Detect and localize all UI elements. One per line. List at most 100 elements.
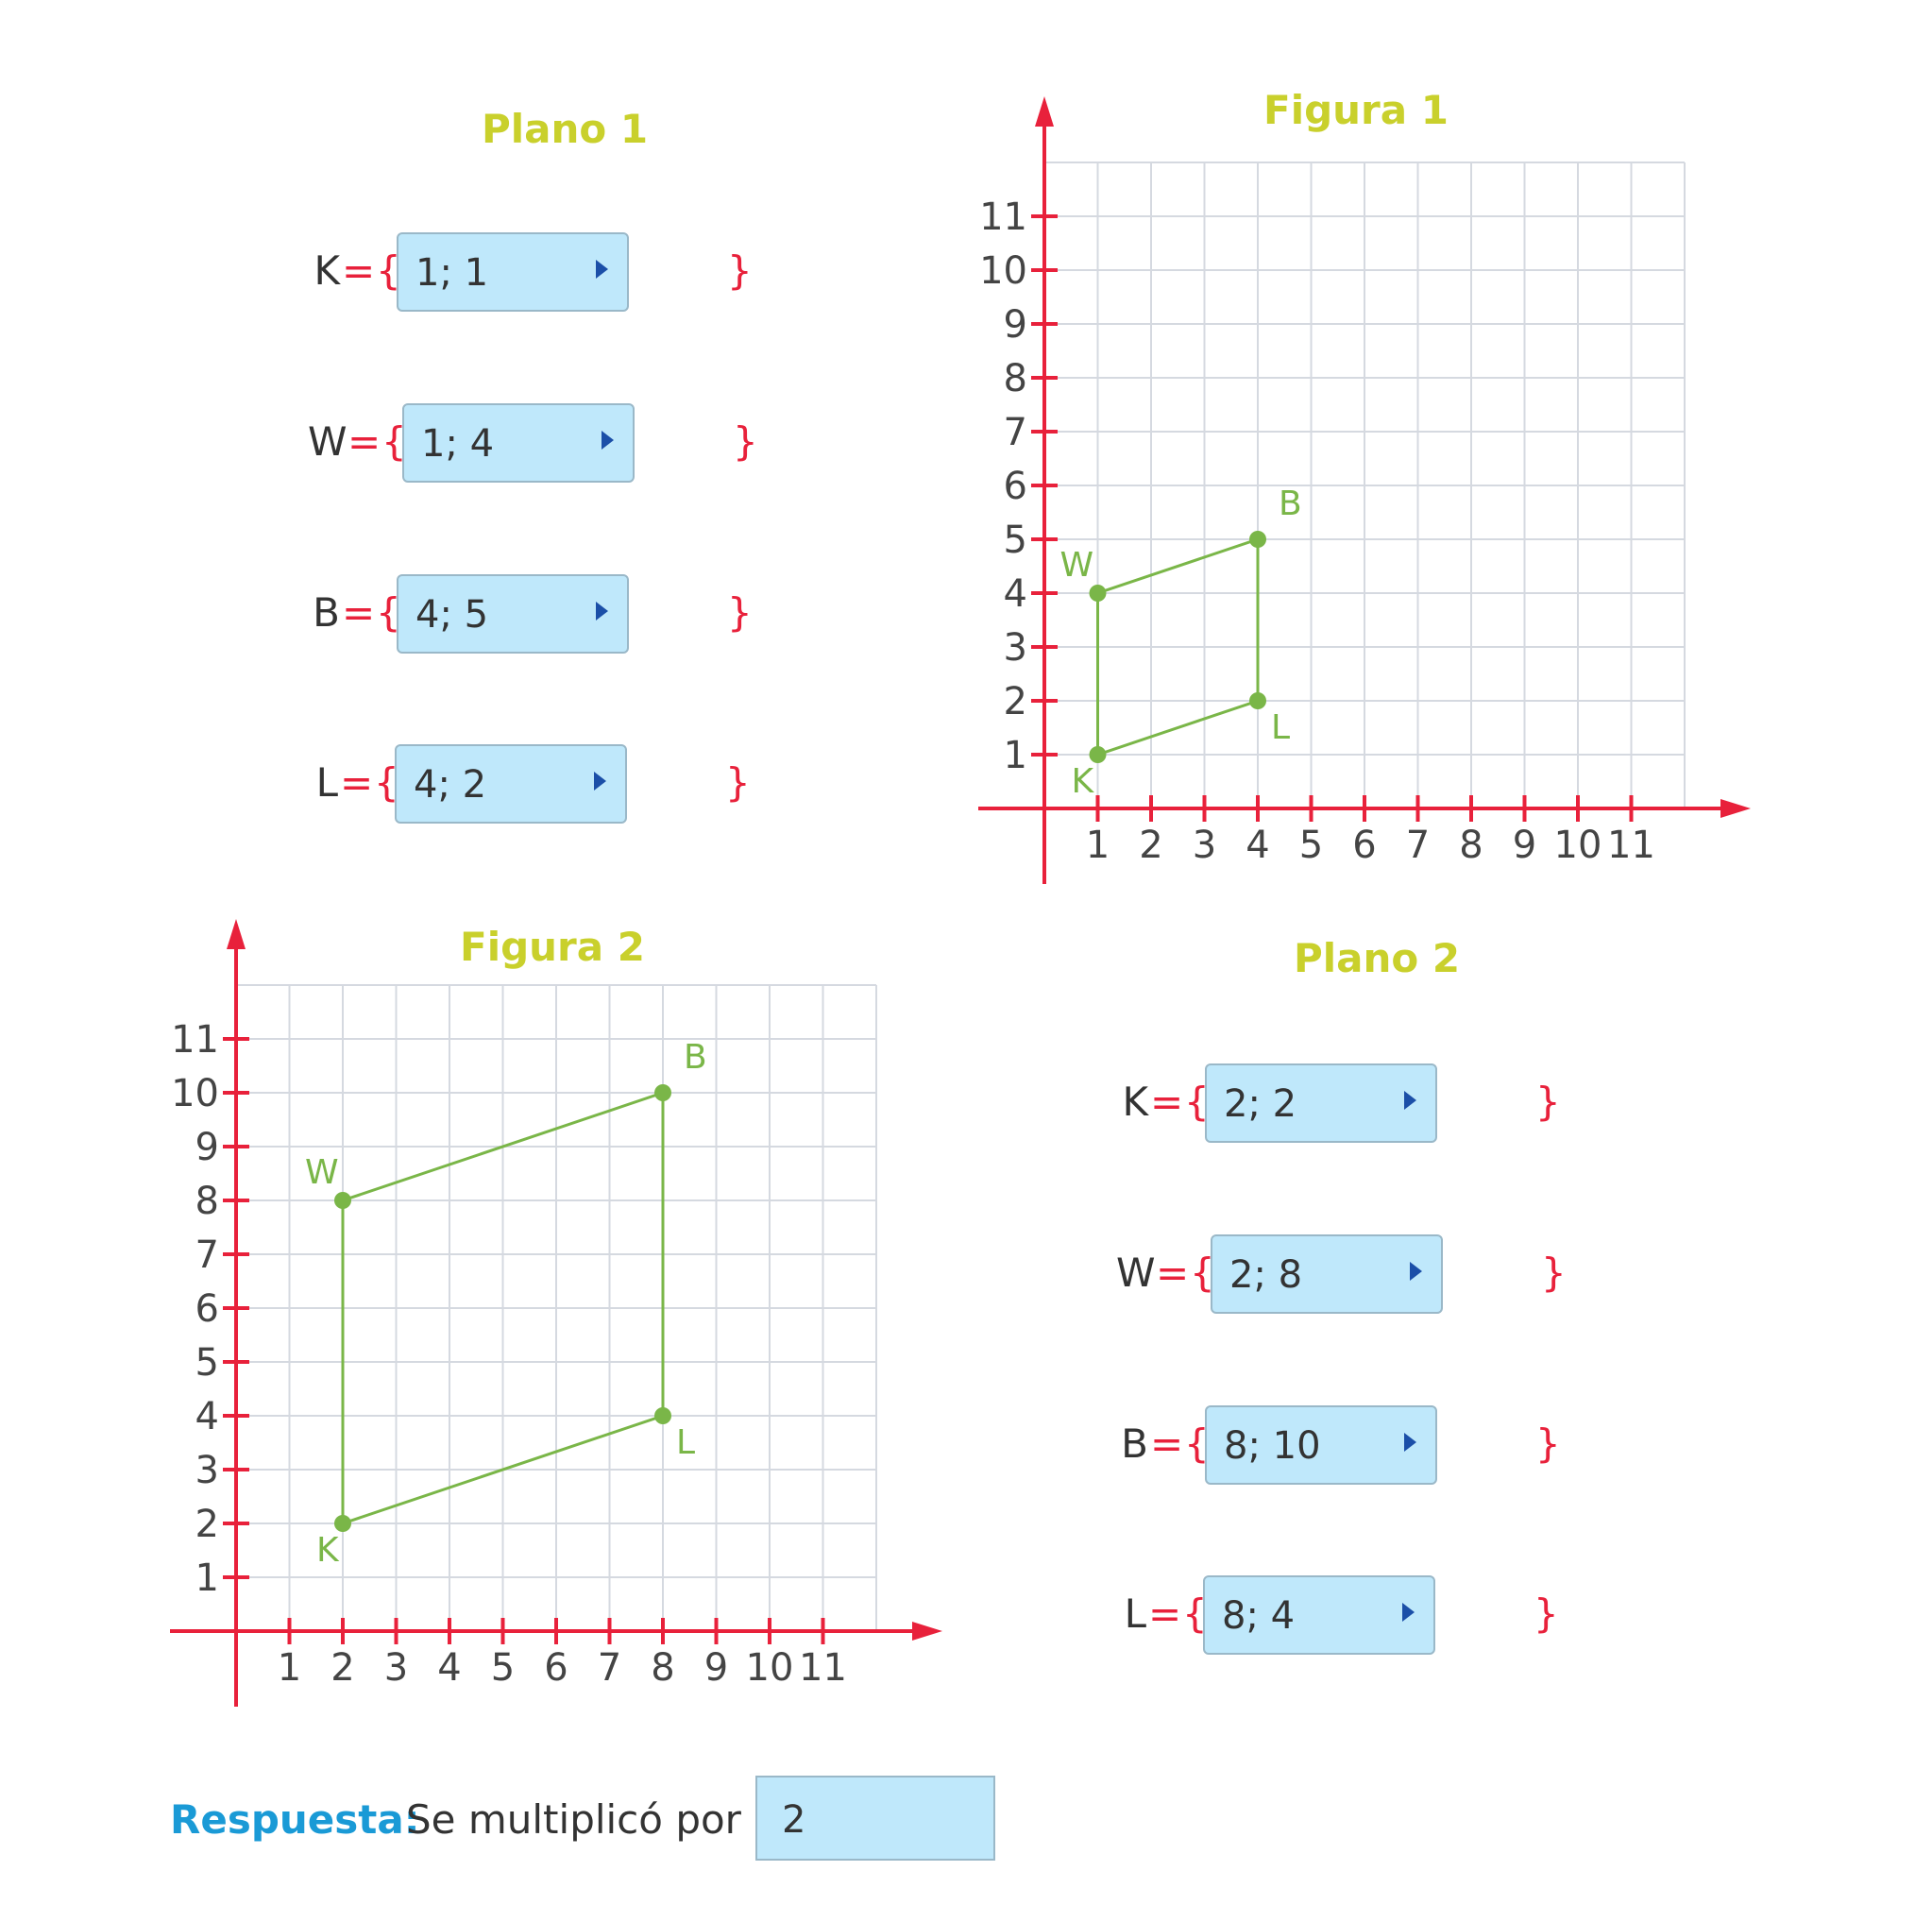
- plano2-row-w: W = { 2; 8 }: [1116, 1234, 1607, 1318]
- x-tick-label: 8: [651, 1646, 674, 1690]
- caret-right-icon: [594, 772, 606, 791]
- var-label: L: [1124, 1590, 1146, 1637]
- y-tick-label: 2: [1004, 680, 1027, 723]
- select-value: 4; 5: [415, 593, 489, 637]
- select-value: 4; 2: [414, 763, 487, 807]
- plano2-row-b: B = { 8; 10 }: [1110, 1405, 1602, 1488]
- caret-right-icon: [596, 260, 608, 279]
- x-tick-label: 5: [1299, 824, 1323, 867]
- select-value: 1; 4: [421, 422, 495, 466]
- plano1-row-b: B = { 4; 5 }: [302, 574, 793, 657]
- vertex-label-b: B: [1279, 485, 1302, 523]
- y-tick-label: 1: [1004, 734, 1027, 777]
- answer-value: 2: [782, 1798, 806, 1842]
- x-tick-label: 10: [1554, 824, 1602, 867]
- x-tick-label: 11: [799, 1646, 847, 1690]
- answer-row: Respuesta: Se multiplicó por 2: [170, 1776, 1020, 1861]
- right-brace: }: [1541, 1250, 1567, 1296]
- y-tick-label: 3: [195, 1449, 219, 1492]
- x-tick-label: 1: [1086, 824, 1110, 867]
- x-tick-label: 4: [1246, 824, 1269, 867]
- vertex-label-k: K: [316, 1531, 340, 1570]
- right-brace: }: [725, 759, 751, 806]
- x-tick-label: 8: [1459, 824, 1483, 867]
- vertex-label-k: K: [1072, 762, 1095, 801]
- select-value: 8; 10: [1224, 1424, 1321, 1468]
- plano-2-title: Plano 2: [1294, 935, 1461, 981]
- x-axis-arrow-icon: [912, 1622, 942, 1641]
- x-tick-label: 11: [1607, 824, 1655, 867]
- right-brace: }: [727, 247, 753, 294]
- vertex-point-l: [1249, 692, 1266, 709]
- x-tick-label: 6: [1352, 824, 1376, 867]
- y-tick-label: 4: [195, 1395, 219, 1438]
- y-tick-label: 8: [195, 1180, 219, 1223]
- equals-sign: =: [1148, 1590, 1182, 1637]
- y-tick-label: 1: [195, 1556, 219, 1600]
- vertex-point-k: [334, 1515, 351, 1532]
- var-label: L: [315, 759, 338, 806]
- y-tick-label: 6: [195, 1287, 219, 1331]
- vertex-point-k: [1089, 746, 1107, 763]
- x-tick-label: 10: [746, 1646, 794, 1690]
- x-tick-label: 4: [437, 1646, 461, 1690]
- coordinate-select-l[interactable]: 8; 4: [1203, 1575, 1435, 1655]
- y-tick-label: 9: [1004, 303, 1027, 347]
- y-tick-label: 4: [1004, 572, 1027, 616]
- var-label: K: [314, 247, 340, 294]
- x-tick-label: 3: [1193, 824, 1216, 867]
- x-tick-label: 2: [1139, 824, 1162, 867]
- coordinate-select-w[interactable]: 1; 4: [402, 403, 635, 483]
- equals-sign: =: [342, 589, 376, 636]
- coordinate-select-k[interactable]: 1; 1: [397, 232, 629, 312]
- plano-1-title: Plano 1: [482, 106, 649, 152]
- right-brace: }: [1534, 1590, 1559, 1637]
- var-label: K: [1122, 1079, 1148, 1125]
- vertex-label-l: L: [676, 1423, 695, 1462]
- y-axis-arrow-icon: [227, 919, 246, 949]
- coordinate-select-l[interactable]: 4; 2: [395, 744, 627, 824]
- x-tick-label: 9: [1513, 824, 1536, 867]
- x-tick-label: 9: [704, 1646, 728, 1690]
- coordinate-select-w[interactable]: 2; 8: [1211, 1234, 1443, 1314]
- var-label: W: [1116, 1250, 1156, 1296]
- equals-sign: =: [1150, 1079, 1184, 1125]
- x-tick-label: 7: [598, 1646, 621, 1690]
- equals-sign: =: [1156, 1250, 1190, 1296]
- var-label: W: [308, 418, 347, 465]
- vertex-point-w: [334, 1192, 351, 1209]
- y-tick-label: 7: [1004, 411, 1027, 454]
- vertex-point-b: [654, 1084, 671, 1101]
- select-value: 2; 8: [1229, 1253, 1303, 1297]
- right-brace: }: [1535, 1420, 1561, 1467]
- caret-right-icon: [1402, 1603, 1415, 1622]
- plano2-row-l: L = { 8; 4 }: [1109, 1575, 1600, 1658]
- equals-sign: =: [342, 247, 376, 294]
- y-tick-label: 6: [1004, 465, 1027, 508]
- equals-sign: =: [1150, 1420, 1184, 1467]
- y-tick-label: 7: [195, 1233, 219, 1277]
- answer-text: Se multiplicó por: [406, 1796, 741, 1843]
- x-tick-label: 1: [278, 1646, 301, 1690]
- y-tick-label: 11: [979, 196, 1027, 239]
- select-value: 2; 2: [1224, 1082, 1297, 1126]
- answer-input[interactable]: 2: [755, 1776, 995, 1861]
- right-brace: }: [727, 589, 753, 636]
- coordinate-select-k[interactable]: 2; 2: [1205, 1063, 1437, 1143]
- y-tick-label: 5: [195, 1341, 219, 1385]
- vertex-label-b: B: [684, 1038, 707, 1077]
- right-brace: }: [1535, 1079, 1561, 1125]
- equals-sign: =: [347, 418, 381, 465]
- caret-right-icon: [1404, 1433, 1416, 1452]
- y-tick-label: 2: [195, 1503, 219, 1546]
- coordinate-select-b[interactable]: 4; 5: [397, 574, 629, 654]
- vertex-point-w: [1089, 585, 1107, 602]
- var-label: B: [313, 589, 340, 636]
- plano1-row-w: W = { 1; 4 }: [308, 403, 799, 486]
- x-tick-label: 6: [544, 1646, 568, 1690]
- caret-right-icon: [1404, 1091, 1416, 1110]
- caret-right-icon: [596, 602, 608, 621]
- coordinate-select-b[interactable]: 8; 10: [1205, 1405, 1437, 1485]
